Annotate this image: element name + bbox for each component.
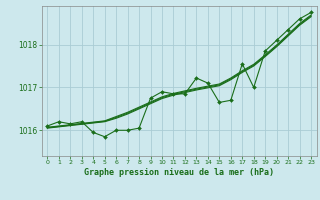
X-axis label: Graphe pression niveau de la mer (hPa): Graphe pression niveau de la mer (hPa) [84, 168, 274, 177]
